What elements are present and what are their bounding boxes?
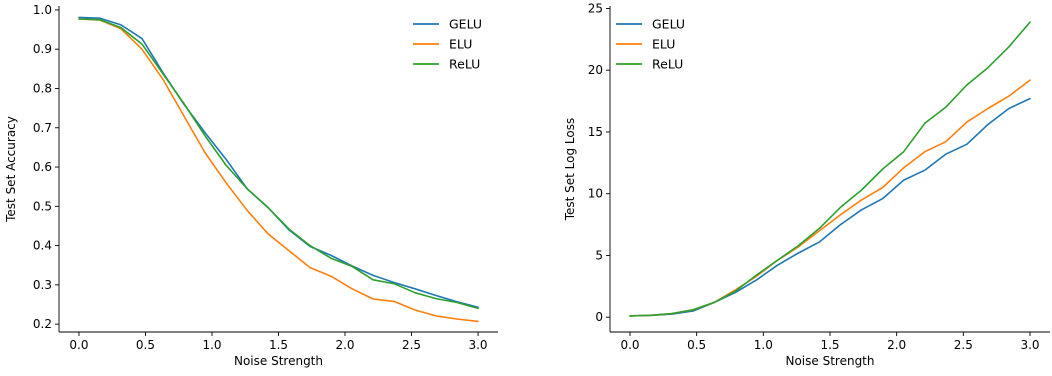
x-tick-label: 2.0	[887, 338, 906, 352]
series-line-relu	[629, 21, 1031, 317]
x-tick-label: 1.5	[269, 338, 288, 352]
series-line-elu	[629, 79, 1031, 317]
x-tick-label: 1.0	[202, 338, 221, 352]
x-tick-label: 3.0	[468, 338, 487, 352]
series-line-gelu	[78, 16, 479, 309]
series-line-relu	[78, 18, 479, 310]
y-tick-label: 0.5	[33, 199, 52, 213]
y-axis-label: Test Set Log Loss	[563, 118, 577, 222]
legend-label-gelu: GELU	[652, 17, 685, 32]
x-tick-label: 2.0	[335, 338, 354, 352]
y-tick-label: 0.2	[33, 317, 52, 331]
y-tick-label: 0.8	[33, 81, 52, 95]
legend-label-relu: ReLU	[449, 57, 480, 72]
y-tick-label: 0.6	[33, 160, 52, 174]
y-tick-label: 0.3	[33, 278, 52, 292]
x-tick-label: 1.0	[754, 338, 773, 352]
y-tick-label: 20	[588, 63, 603, 77]
x-tick-label: 0.0	[69, 338, 88, 352]
y-tick-label: 25	[588, 1, 603, 15]
x-tick-label: 0.5	[687, 338, 706, 352]
y-tick-label: 0	[595, 310, 603, 324]
y-tick-label: 1.0	[33, 3, 52, 17]
series-line-elu	[78, 18, 479, 323]
x-tick-label: 0.0	[620, 338, 639, 352]
x-axis-label: Noise Strength	[785, 354, 874, 368]
series-line-gelu	[629, 97, 1031, 317]
y-tick-label: 0.4	[33, 239, 52, 253]
y-tick-label: 0.7	[33, 121, 52, 135]
legend-label-elu: ELU	[652, 37, 675, 52]
log-loss-chart: 0.0 0.5 1.0 1.5 2.0 2.5 3.0 0 5 10 15 20 25 Noise Str…	[563, 1, 1050, 368]
y-tick-label: 15	[588, 125, 603, 139]
y-axis-label: Test Set Accuracy	[4, 116, 18, 223]
x-axis-label: Noise Strength	[234, 354, 323, 368]
x-tick-label: 2.5	[402, 338, 421, 352]
x-tick-label: 3.0	[1020, 338, 1039, 352]
legend-label-gelu: GELU	[449, 17, 482, 32]
accuracy-chart: 0.0 0.5 1.0 1.5 2.0 2.5 3.0 0.2 0.3 0.4 0.5 0.6 0.7 0…	[4, 3, 498, 368]
y-tick-label: 5	[595, 248, 603, 262]
legend-label-elu: ELU	[449, 37, 472, 52]
y-tick-label: 0.9	[33, 42, 52, 56]
legend-label-relu: ReLU	[652, 57, 683, 72]
x-tick-label: 1.5	[820, 338, 839, 352]
y-tick-label: 10	[588, 187, 603, 201]
x-tick-label: 2.5	[954, 338, 973, 352]
x-tick-label: 0.5	[136, 338, 155, 352]
